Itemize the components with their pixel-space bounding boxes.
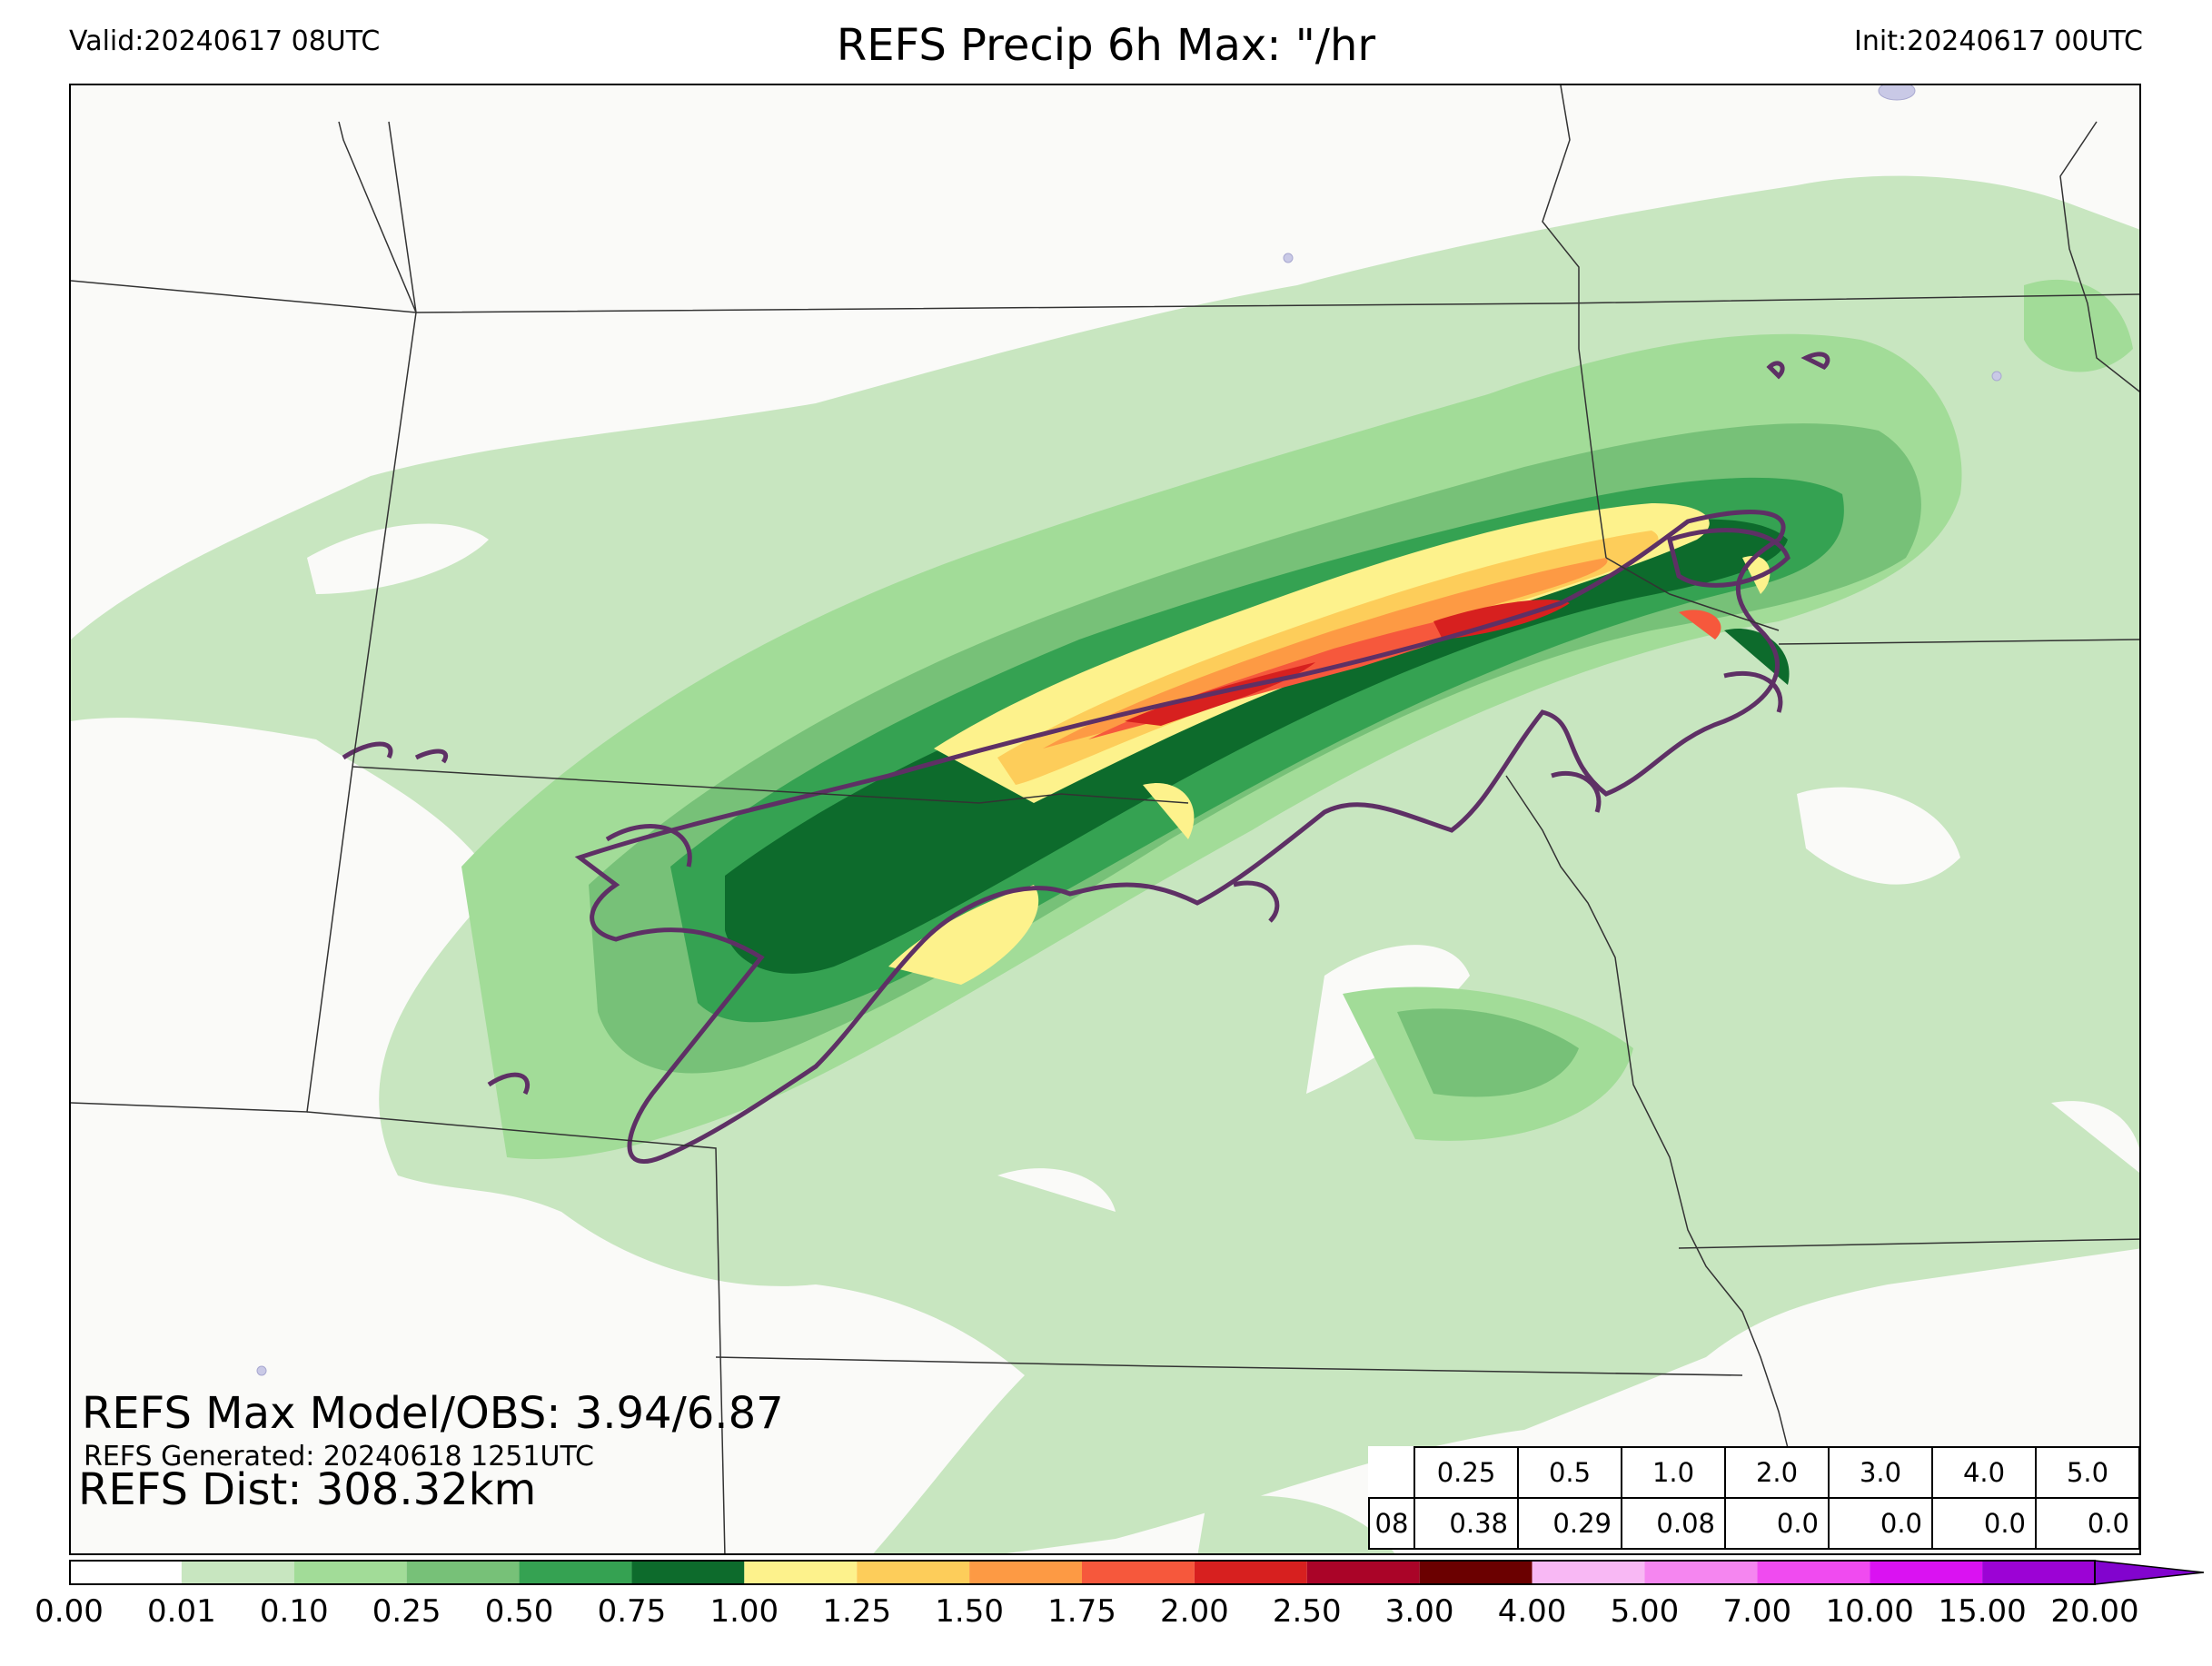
colorbar-tick-label: 7.00 [1722, 1593, 1792, 1630]
colorbar-segment [1306, 1561, 1420, 1584]
colorbar-tick-label: 0.75 [597, 1593, 667, 1630]
colorbar-segment [857, 1561, 970, 1584]
threshold-header-row: 0.25 0.5 1.0 2.0 3.0 4.0 5.0 [1369, 1446, 2140, 1499]
table-corner [1369, 1447, 1414, 1498]
threshold-table: 0.25 0.5 1.0 2.0 3.0 4.0 5.0 08 0.38 0.2… [1368, 1446, 2140, 1550]
value-cell: 0.29 [1517, 1497, 1622, 1550]
colorbar-tick-label: 1.50 [935, 1593, 1004, 1630]
colorbar-segment [631, 1561, 745, 1584]
distance-label: REFS Dist: 308.32km [78, 1464, 537, 1515]
colorbar-segment [1870, 1561, 1983, 1584]
value-cell: 0.08 [1621, 1497, 1726, 1550]
obs-contour [342, 352, 1830, 1165]
value-cell: 0.0 [2035, 1497, 2140, 1550]
colorbar-segment [406, 1561, 520, 1584]
value-cell: 0.0 [1931, 1497, 2037, 1550]
colorbar-tick-label: 0.50 [484, 1593, 554, 1630]
colorbar-tick-label: 5.00 [1610, 1593, 1680, 1630]
precip-gap-areas [307, 523, 2139, 1212]
colorbar-tick-label: 1.00 [709, 1593, 779, 1630]
colorbar-tick-label: 2.50 [1272, 1593, 1342, 1630]
max-model-obs-label: REFS Max Model/OBS: 3.94/6.87 [82, 1388, 784, 1439]
colorbar-extend-arrow [2094, 1560, 2205, 1585]
colorbar-segment [519, 1561, 632, 1584]
colorbar-tick-label: 0.25 [372, 1593, 441, 1630]
colorbar-tick-label: 2.00 [1160, 1593, 1229, 1630]
threshold-cell: 3.0 [1828, 1446, 1933, 1499]
colorbar-segment [69, 1561, 182, 1584]
generated-time-label: REFS Generated: 20240618 1251UTC [84, 1441, 594, 1473]
value-cell: 0.0 [1724, 1497, 1830, 1550]
colorbar-segment [1082, 1561, 1195, 1584]
threshold-cell: 4.0 [1931, 1446, 2037, 1499]
map-canvas [71, 85, 2139, 1553]
threshold-value-row: 08 0.38 0.29 0.08 0.0 0.0 0.0 0.0 [1368, 1497, 2140, 1550]
threshold-cell: 2.0 [1724, 1446, 1830, 1499]
value-cell: 0.38 [1413, 1497, 1519, 1550]
colorbar-segment [1532, 1561, 1645, 1584]
colorbar-tick-label: 20.00 [2050, 1593, 2139, 1630]
colorbar-tick-label: 10.00 [1825, 1593, 1914, 1630]
threshold-cell: 1.0 [1621, 1446, 1726, 1499]
colorbar-segment [1194, 1561, 1307, 1584]
colorbar-segment [744, 1561, 858, 1584]
colorbar-tick-label: 0.00 [35, 1593, 104, 1630]
colorbar [69, 1560, 2205, 1585]
colorbar-segment [969, 1561, 1082, 1584]
threshold-cell: 0.25 [1413, 1446, 1519, 1499]
colorbar-segment [293, 1561, 407, 1584]
colorbar-outline [69, 1560, 2096, 1585]
colorbar-tick-label: 15.00 [1938, 1593, 2027, 1630]
state-boundaries [71, 85, 2139, 1553]
colorbar-tick-label: 4.00 [1497, 1593, 1567, 1630]
colorbar-segment [1757, 1561, 1870, 1584]
lake-features [256, 85, 2002, 1376]
precip-map [69, 84, 2141, 1555]
threshold-cell: 0.5 [1517, 1446, 1622, 1499]
colorbar-segment [1644, 1561, 1758, 1584]
valid-time-label: Valid:20240617 08UTC [69, 25, 381, 57]
threshold-cell: 5.0 [2035, 1446, 2140, 1499]
init-time-label: Init:20240617 00UTC [1854, 25, 2143, 57]
colorbar-segment [181, 1561, 294, 1584]
colorbar-tick-label: 1.25 [822, 1593, 892, 1630]
colorbar-tick-label: 0.01 [147, 1593, 216, 1630]
colorbar-tick-label: 1.75 [1047, 1593, 1116, 1630]
colorbar-tick-label: 0.10 [259, 1593, 329, 1630]
map-title: REFS Precip 6h Max: "/hr [836, 20, 1376, 71]
colorbar-segment [1419, 1561, 1533, 1584]
colorbar-tick-label: 3.00 [1384, 1593, 1454, 1630]
colorbar-segment [1982, 1561, 2095, 1584]
value-cell: 0.0 [1828, 1497, 1933, 1550]
hour-cell: 08 [1368, 1497, 1415, 1550]
